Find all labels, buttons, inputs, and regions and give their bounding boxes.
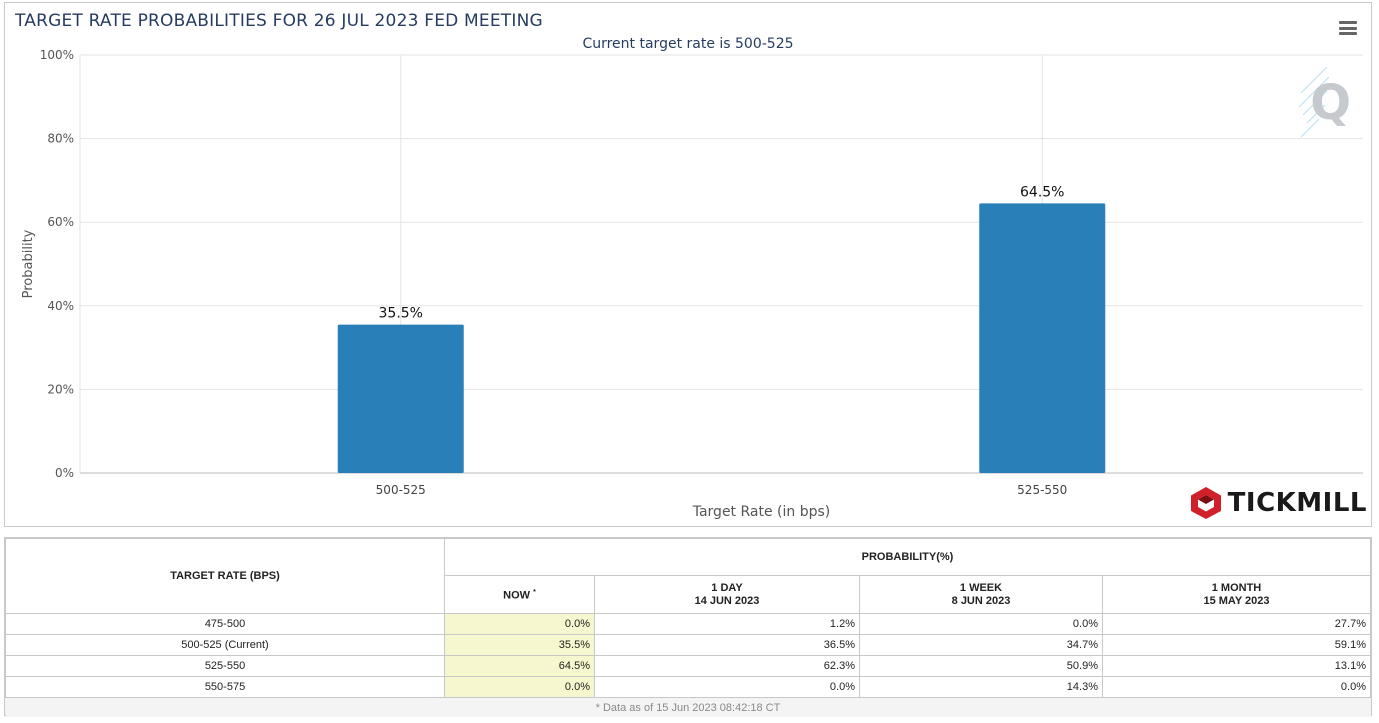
q-watermark-lines	[1298, 66, 1330, 138]
bar-500-525	[337, 324, 464, 473]
probability-table-panel: TARGET RATE (BPS) PROBABILITY(%) NOW * 1…	[4, 537, 1372, 717]
data-label: 35.5%	[379, 306, 423, 322]
one-day-cell: 62.3%	[594, 655, 860, 677]
q-watermark-icon: Q	[1310, 75, 1351, 131]
table-row: 525-550 64.5% 62.3% 50.9% 13.1%	[5, 655, 1371, 677]
table-row: 550-575 0.0% 0.0% 14.3% 0.0%	[5, 676, 1371, 698]
tickmill-logo-icon	[1190, 487, 1221, 519]
data-label: 64.5%	[1020, 184, 1064, 200]
rate-cell: 475-500	[5, 613, 445, 635]
one-day-cell: 0.0%	[594, 676, 860, 698]
chart-panel: 0% 20% 40% 60% 80% 100% 35.5% 500-525 64.5% 525-5…	[4, 2, 1372, 527]
one-week-cell: 34.7%	[859, 634, 1103, 656]
one-month-cell: 27.7%	[1102, 613, 1371, 635]
now-cell: 35.5%	[444, 634, 595, 656]
chart-subtitle: Current target rate is 500-525	[582, 36, 794, 52]
brand-logo: TICKMILL	[1190, 486, 1367, 520]
y-tick-label: 0%	[55, 466, 74, 480]
y-tick-label: 40%	[47, 299, 74, 313]
one-week-header: 1 WEEK 8 JUN 2023	[859, 575, 1103, 614]
one-day-header: 1 DAY 14 JUN 2023	[594, 575, 860, 614]
x-tick-label: 525-550	[1017, 483, 1067, 497]
one-month-header: 1 MONTH 15 MAY 2023	[1102, 575, 1371, 614]
now-cell: 64.5%	[444, 655, 595, 677]
y-axis-title: Probability	[21, 229, 36, 298]
one-day-cell: 1.2%	[594, 613, 860, 635]
rate-cell: 525-550	[5, 655, 445, 677]
probability-header: PROBABILITY(%)	[444, 538, 1371, 576]
brand-name: TICKMILL	[1227, 488, 1367, 518]
target-rate-header: TARGET RATE (BPS)	[5, 538, 445, 614]
one-week-cell: 14.3%	[859, 676, 1103, 698]
rate-cell: 550-575	[5, 676, 445, 698]
y-tick-label: 20%	[47, 382, 74, 396]
data-timestamp-footnote: * Data as of 15 Jun 2023 08:42:18 CT	[5, 697, 1371, 717]
table-row: 500-525 (Current) 35.5% 36.5% 34.7% 59.1…	[5, 634, 1371, 656]
one-month-cell: 59.1%	[1102, 634, 1371, 656]
probability-table: TARGET RATE (BPS) PROBABILITY(%) NOW * 1…	[5, 538, 1371, 717]
one-month-cell: 13.1%	[1102, 655, 1371, 677]
now-cell: 0.0%	[444, 613, 595, 635]
y-tick-label: 100%	[40, 48, 74, 62]
chart-title: TARGET RATE PROBABILITIES FOR 26 JUL 202…	[15, 11, 543, 31]
one-month-cell: 0.0%	[1102, 676, 1371, 698]
bar-525-550	[979, 203, 1106, 473]
now-header: NOW *	[444, 575, 595, 614]
rate-cell: 500-525 (Current)	[5, 634, 445, 656]
x-tick-label: 500-525	[376, 483, 426, 497]
y-tick-label: 60%	[47, 215, 74, 229]
hamburger-icon[interactable]	[1339, 21, 1357, 35]
one-week-cell: 50.9%	[859, 655, 1103, 677]
one-day-cell: 36.5%	[594, 634, 860, 656]
x-axis-title: Target Rate (in bps)	[692, 504, 831, 520]
y-tick-label: 80%	[47, 132, 74, 146]
bar-chart: 0% 20% 40% 60% 80% 100% 35.5% 500-525 64.5% 525-5…	[21, 48, 1363, 520]
one-week-cell: 0.0%	[859, 613, 1103, 635]
table-row: 475-500 0.0% 1.2% 0.0% 27.7%	[5, 613, 1371, 635]
now-cell: 0.0%	[444, 676, 595, 698]
